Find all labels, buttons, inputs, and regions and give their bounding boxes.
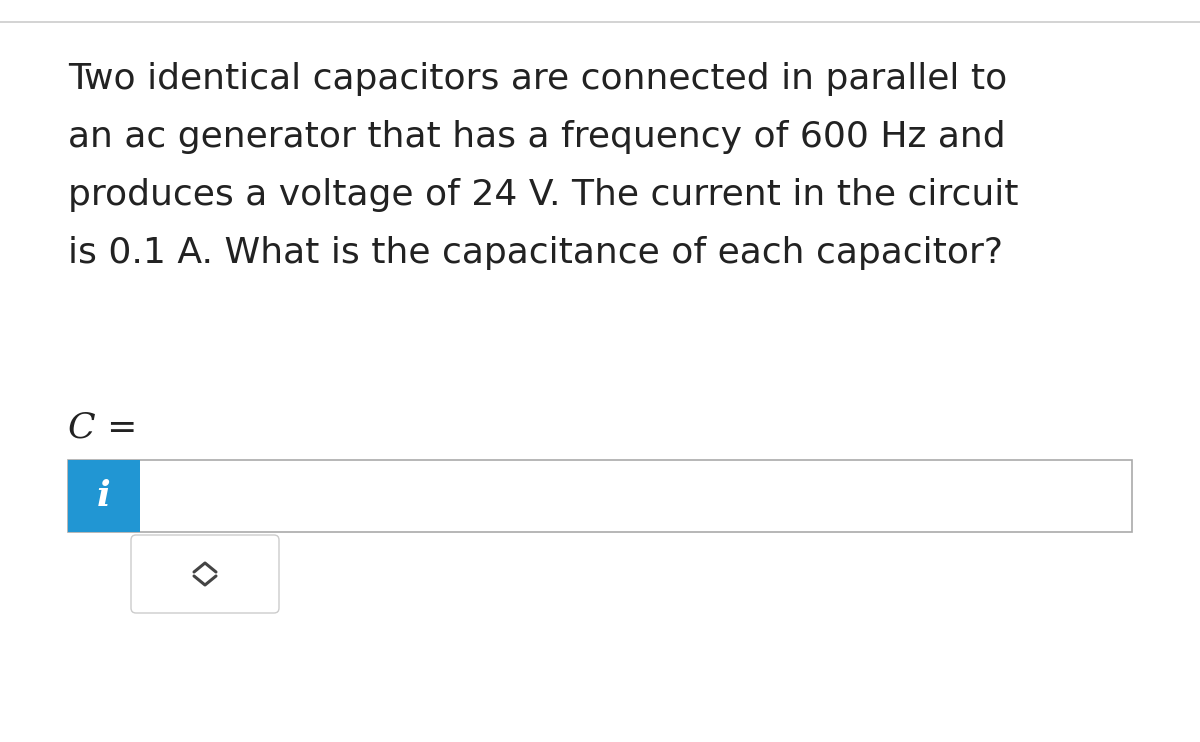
- Text: produces a voltage of 24 V. The current in the circuit: produces a voltage of 24 V. The current …: [68, 178, 1019, 212]
- Text: i: i: [97, 479, 110, 513]
- Text: Two identical capacitors are connected in parallel to: Two identical capacitors are connected i…: [68, 62, 1007, 96]
- Bar: [68, 460, 1132, 532]
- Text: is 0.1 A. What is the capacitance of each capacitor?: is 0.1 A. What is the capacitance of eac…: [68, 236, 1003, 270]
- Bar: [68, 460, 140, 532]
- FancyBboxPatch shape: [131, 535, 278, 613]
- Text: an ac generator that has a frequency of 600 Hz and: an ac generator that has a frequency of …: [68, 120, 1006, 154]
- Text: C =: C =: [68, 410, 137, 444]
